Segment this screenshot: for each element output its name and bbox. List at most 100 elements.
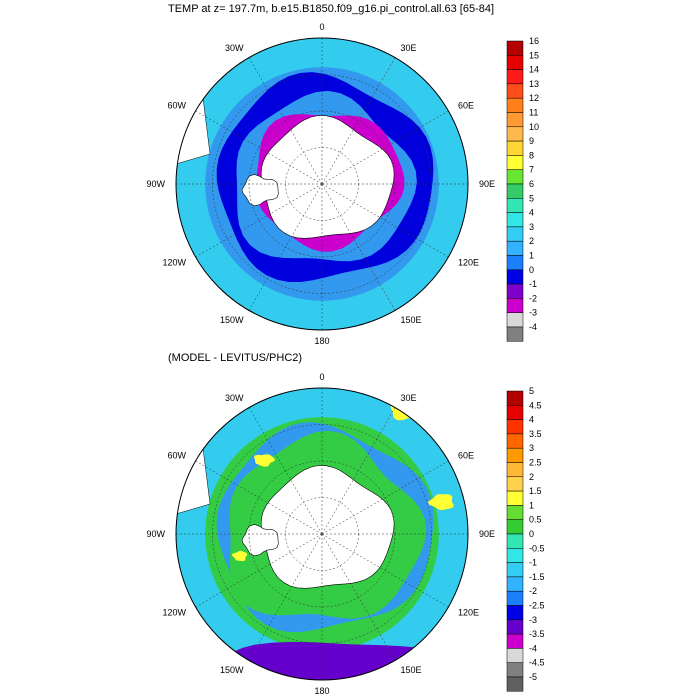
polar-map-temperature: 0 30E 60E 90E 120E 150E 180 150W 120W 90W 60W 30W	[146, 22, 495, 346]
colorbar-label: 8	[529, 150, 534, 160]
colorbar-swatch	[506, 419, 524, 435]
colorbar-label: 5	[529, 193, 534, 203]
colorbar-label: 3	[529, 443, 534, 453]
longitude-label: 30E	[401, 43, 417, 53]
colorbar-swatch	[506, 269, 524, 285]
longitude-label: 90W	[146, 529, 165, 539]
colorbar-label: -4.5	[529, 658, 545, 668]
colorbar-swatch	[506, 240, 524, 256]
colorbar-label: 0.5	[529, 515, 542, 525]
colorbar-swatch	[506, 662, 524, 678]
antarctic-peninsula-land	[241, 174, 279, 207]
longitude-label: 120E	[458, 258, 479, 268]
colorbar-swatch	[506, 405, 524, 420]
colorbar-label: -1	[529, 558, 537, 568]
longitude-label: 90W	[146, 179, 165, 189]
colorbar-swatch	[506, 112, 524, 128]
longitude-label: 30W	[225, 393, 244, 403]
colorbar-label: 1	[529, 500, 534, 510]
colorbar-swatch	[506, 326, 524, 342]
colorbar-label: 2	[529, 236, 534, 246]
longitude-label: 60W	[167, 101, 186, 111]
colorbar-swatch	[506, 126, 524, 142]
colorbar-label: -0.5	[529, 543, 545, 553]
longitude-label: 150W	[220, 665, 244, 675]
longitude-label: 60E	[458, 101, 474, 111]
colorbar-label: 14	[529, 65, 539, 75]
colorbar-swatch	[506, 633, 524, 649]
colorbar-swatch	[506, 476, 524, 492]
colorbar-label: -3.5	[529, 629, 545, 639]
colorbar-swatch	[506, 505, 524, 520]
colorbar-swatch	[506, 548, 524, 563]
colorbar-swatch	[506, 169, 524, 185]
warm-anomaly-patch	[232, 550, 248, 562]
map-boundary	[175, 37, 469, 331]
colorbar-label: -5	[529, 672, 537, 682]
colorbar-swatch	[506, 298, 524, 313]
colorbar-swatch	[506, 590, 524, 606]
colorbar-label: 10	[529, 122, 539, 132]
colorbar-label: -3	[529, 308, 537, 318]
colorbar-swatch	[506, 562, 524, 578]
panel-1-title: TEMP at z= 197.7m, b.e15.B1850.f09_g16.p…	[168, 3, 495, 15]
graticule	[176, 388, 468, 680]
longitude-label: 180	[314, 686, 329, 696]
colorbar-swatch	[506, 226, 524, 242]
colorbar-label: 0	[529, 265, 534, 275]
colorbar-label: -4	[529, 322, 537, 332]
longitude-label: 30E	[401, 393, 417, 403]
colorbar-swatch	[506, 648, 524, 663]
difference-map-panel: 0 30E 60E 90E 120E 150E 180 150W 120W 90W 60W 30W 5…	[146, 372, 545, 696]
colorbar-label: 7	[529, 165, 534, 175]
longitude-label: 0	[319, 372, 324, 382]
longitude-label: 150E	[401, 665, 422, 675]
longitude-label: 150W	[220, 315, 244, 325]
colorbar-swatch	[506, 140, 524, 156]
warm-anomaly-patch	[427, 494, 454, 511]
colorbar-label: 4	[529, 208, 534, 218]
longitude-label: 60E	[458, 451, 474, 461]
colorbar-swatch	[506, 83, 524, 99]
colorbar-difference: 5 4.5 4 3.5 3 2.5 2 1.5 1 0.5 0 -0.5 -1 -1.5 -2 -2.5 -3 -…	[506, 386, 545, 692]
longitude-label: 150E	[401, 315, 422, 325]
colorbar-label: -2	[529, 586, 537, 596]
colorbar-swatch	[506, 183, 524, 199]
colorbar-label: 5	[529, 386, 534, 396]
antarctic-peninsula-land	[241, 524, 279, 557]
colorbar-swatch	[506, 447, 524, 463]
colorbar-label: 3.5	[529, 429, 542, 439]
colorbar-swatch	[506, 519, 524, 535]
colorbar-swatch	[506, 255, 524, 271]
longitude-label: 0	[319, 22, 324, 32]
warm-anomaly-patch	[254, 454, 276, 467]
colorbar-label: -2.5	[529, 601, 545, 611]
longitude-label: 90E	[479, 529, 495, 539]
colorbar-label: 3	[529, 222, 534, 232]
colorbar-swatch	[506, 312, 524, 328]
colorbar-swatch	[506, 462, 524, 478]
colorbar-label: 11	[529, 108, 538, 118]
colorbar-label: 16	[529, 36, 539, 46]
longitude-label: 180	[314, 336, 329, 346]
panel-2-title: (MODEL - LEVITUS/PHC2)	[168, 352, 303, 364]
longitude-label: 60W	[167, 451, 186, 461]
colorbar-swatch	[506, 55, 524, 70]
colorbar-label: -3	[529, 615, 537, 625]
colorbar-label: 12	[529, 93, 539, 103]
colorbar-label: -2	[529, 293, 537, 303]
longitude-label: 120W	[162, 258, 186, 268]
colorbar-label: 15	[529, 50, 539, 60]
colorbar-swatch	[506, 69, 524, 85]
polar-map-difference: 0 30E 60E 90E 120E 150E 180 150W 120W 90W 60W 30W	[146, 372, 495, 696]
colorbar-swatch	[506, 605, 524, 621]
colorbar-label: 13	[529, 79, 539, 89]
colorbar-swatch	[506, 390, 524, 406]
longitude-label: 120E	[458, 608, 479, 618]
colorbar-label: -4	[529, 643, 537, 653]
colorbar-swatch	[506, 97, 524, 113]
colorbar-label: 2.5	[529, 458, 542, 468]
colorbar-label: 2	[529, 472, 534, 482]
colorbar-swatch	[506, 490, 524, 506]
